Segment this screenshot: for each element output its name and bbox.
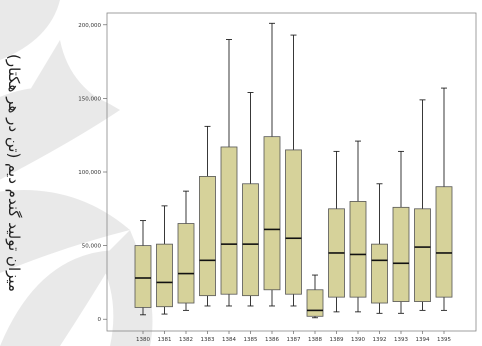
- box-1392: [371, 183, 388, 314]
- iqr-box: [199, 176, 216, 297]
- x-tick-label: 1382: [179, 337, 193, 343]
- y-axis: 0 50,000 100,000 150,000 200,000: [78, 23, 107, 323]
- iqr-box: [371, 243, 388, 304]
- x-tick-label: 1393: [394, 337, 408, 343]
- iqr-box: [392, 206, 410, 302]
- x-tick-label: 1392: [373, 337, 387, 343]
- box-1384: [220, 39, 238, 307]
- y-tick-label: 100,000: [78, 170, 101, 176]
- y-tick-label: 150,000: [78, 96, 101, 102]
- y-tick-label: 0: [98, 317, 102, 323]
- x-tick-label: 1386: [265, 337, 279, 343]
- box-1395: [435, 87, 453, 311]
- y-tick-label: 50,000: [82, 244, 102, 250]
- x-tick-label: 1388: [308, 337, 322, 343]
- x-tick-label: 1385: [244, 337, 258, 343]
- box-1389: [328, 150, 345, 313]
- x-tick-label: 1383: [201, 337, 215, 343]
- box-1394: [414, 99, 431, 311]
- box-series: [134, 22, 453, 319]
- iqr-box: [156, 243, 173, 308]
- x-tick-label: 1390: [351, 337, 365, 343]
- box-1390: [349, 140, 367, 313]
- x-tick-label: 1395: [437, 337, 451, 343]
- box-1393: [392, 150, 410, 314]
- iqr-box: [220, 146, 238, 295]
- iqr-box: [306, 289, 324, 317]
- x-tick-label: 1394: [416, 337, 430, 343]
- x-tick-label: 1384: [222, 337, 236, 343]
- x-tick-label: 1387: [287, 337, 301, 343]
- iqr-box: [177, 223, 195, 304]
- iqr-box: [242, 183, 259, 297]
- iqr-box: [435, 186, 453, 298]
- iqr-box: [414, 208, 431, 302]
- box-1387: [285, 34, 302, 307]
- iqr-box: [134, 245, 152, 308]
- box-1383: [199, 125, 216, 307]
- x-tick-label: 1389: [330, 337, 344, 343]
- y-tick-label: 200,000: [78, 23, 101, 29]
- iqr-box: [349, 201, 367, 298]
- box-1380: [134, 220, 152, 316]
- box-1386: [263, 22, 281, 307]
- x-tick-label: 1380: [136, 337, 150, 343]
- iqr-box: [285, 149, 302, 295]
- x-tick-label: 1381: [158, 337, 172, 343]
- box-1382: [177, 190, 195, 311]
- x-axis: 1380 1381 1382 1383 1384 1385 1386 1387 1388 1389…: [136, 331, 451, 343]
- box-1388: [306, 274, 324, 319]
- iqr-box: [263, 136, 281, 291]
- box-1385: [242, 92, 259, 307]
- box-1381: [156, 205, 173, 315]
